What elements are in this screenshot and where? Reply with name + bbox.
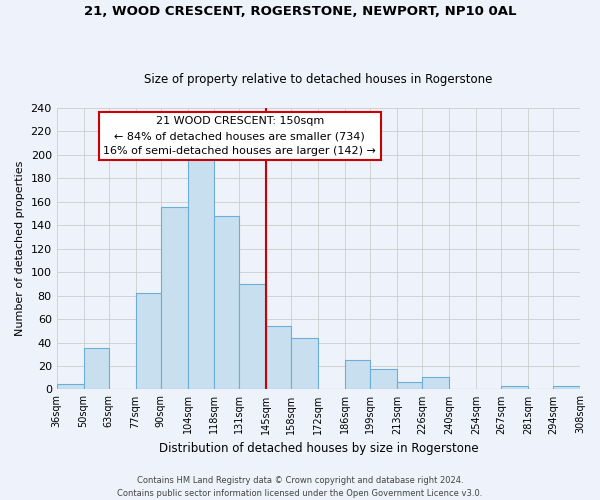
Bar	[370, 370, 397, 390]
Bar	[422, 376, 449, 390]
Title: Size of property relative to detached houses in Rogerstone: Size of property relative to detached ho…	[144, 73, 493, 86]
Bar	[266, 326, 292, 390]
Y-axis label: Number of detached properties: Number of detached properties	[15, 161, 25, 336]
Bar	[345, 360, 370, 390]
Text: 21 WOOD CRESCENT: 150sqm
← 84% of detached houses are smaller (734)
16% of semi-: 21 WOOD CRESCENT: 150sqm ← 84% of detach…	[103, 116, 376, 156]
Text: Contains HM Land Registry data © Crown copyright and database right 2024.
Contai: Contains HM Land Registry data © Crown c…	[118, 476, 482, 498]
Bar	[239, 284, 266, 390]
Bar	[214, 216, 239, 390]
Bar	[553, 386, 580, 390]
Bar	[56, 384, 83, 390]
Bar	[292, 338, 319, 390]
Text: 21, WOOD CRESCENT, ROGERSTONE, NEWPORT, NP10 0AL: 21, WOOD CRESCENT, ROGERSTONE, NEWPORT, …	[84, 5, 516, 18]
Bar	[136, 294, 161, 390]
Bar	[161, 206, 187, 390]
Bar	[397, 382, 422, 390]
Bar	[187, 155, 214, 390]
Bar	[501, 386, 528, 390]
Bar	[83, 348, 109, 390]
X-axis label: Distribution of detached houses by size in Rogerstone: Distribution of detached houses by size …	[158, 442, 478, 455]
